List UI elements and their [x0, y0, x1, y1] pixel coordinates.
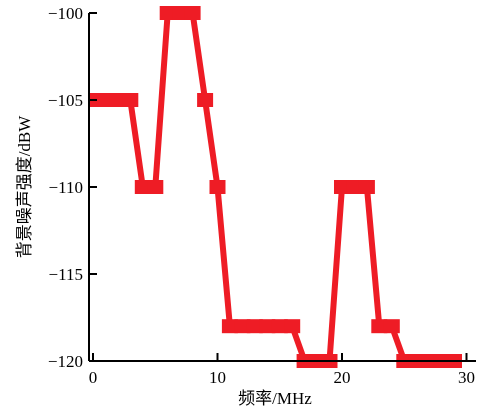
y-tick-label: −115	[49, 265, 83, 284]
data-point	[184, 6, 201, 20]
data-point	[271, 319, 288, 334]
data-point	[346, 180, 363, 194]
y-tick-label: −100	[48, 4, 83, 23]
data-point	[197, 93, 214, 107]
data-point	[122, 93, 139, 107]
x-axis-title: 频率/MHz	[238, 389, 312, 408]
data-point	[246, 319, 263, 334]
y-tick-label: −120	[48, 352, 83, 371]
data-point	[221, 319, 238, 334]
data-point	[334, 180, 350, 194]
x-tick-label: 30	[458, 368, 475, 387]
data-point	[97, 93, 114, 107]
data-point	[109, 93, 126, 107]
data-point	[259, 319, 276, 334]
data-point	[284, 319, 301, 334]
data-point	[147, 180, 164, 194]
x-tick-label: 0	[89, 368, 98, 387]
data-point	[371, 319, 388, 334]
data-point	[159, 6, 176, 20]
ticks-layer: −100 −105 −110 −115 −120 0 10 20 30	[48, 4, 475, 387]
data-point	[172, 6, 189, 20]
series-layer	[88, 6, 462, 368]
x-tick-label: 20	[334, 368, 351, 387]
y-tick-label: −110	[49, 178, 83, 197]
data-point	[234, 319, 251, 334]
data-point	[134, 180, 151, 194]
y-tick-label: −105	[48, 91, 83, 110]
data-point	[383, 319, 400, 334]
data-point	[358, 180, 375, 194]
x-tick-label: 10	[209, 368, 226, 387]
y-axis-title: 背景噪声强度/dBW	[15, 115, 34, 259]
data-point	[209, 180, 226, 194]
